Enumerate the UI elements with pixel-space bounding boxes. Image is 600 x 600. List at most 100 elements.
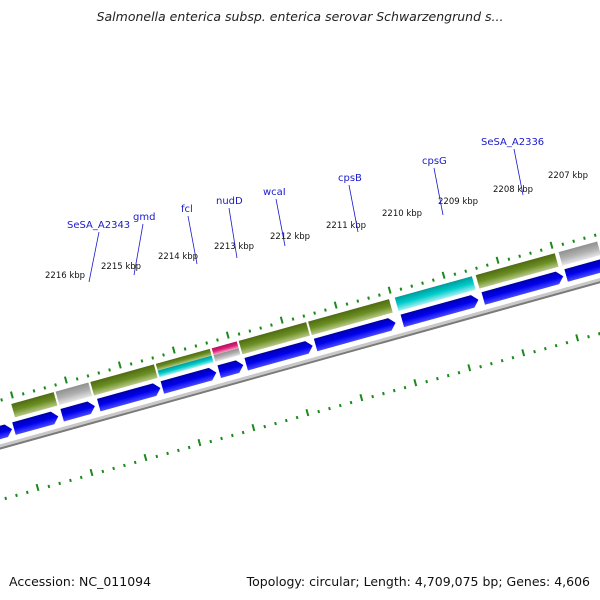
scale-tick-minor <box>446 373 450 378</box>
scale-tick-minor <box>4 496 8 501</box>
cds-arrow <box>160 367 217 394</box>
gene-leader-line <box>513 148 524 196</box>
scale-tick-minor <box>155 454 159 459</box>
cog-bar-gray <box>55 382 93 406</box>
genome-backbone <box>0 223 600 496</box>
scale-label: 2209 kbp <box>438 197 478 207</box>
scale-tick-major <box>63 376 68 384</box>
scale-tick-minor <box>317 409 321 414</box>
scale-tick-minor <box>237 332 241 336</box>
scale-label: 2208 kbp <box>493 185 533 195</box>
scale-tick-minor <box>539 248 543 252</box>
scale-tick-minor <box>43 386 47 390</box>
scale-tick-minor <box>216 338 219 342</box>
cds-arrow <box>400 295 479 328</box>
cds-arrow <box>12 411 59 435</box>
scale-tick-major <box>225 331 230 339</box>
scale-tick-minor <box>490 361 493 366</box>
scale-tick-minor <box>367 296 370 300</box>
scale-tick-minor <box>561 242 565 246</box>
scale-tick-minor <box>284 418 288 423</box>
scale-tick-minor <box>274 421 277 426</box>
cog-bar-magenta <box>211 341 239 356</box>
scale-tick-minor <box>270 323 273 327</box>
scale-tick-minor <box>425 379 428 384</box>
scale-tick-major <box>549 241 554 249</box>
scale-tick-minor <box>69 478 72 483</box>
scale-tick-minor <box>349 400 353 405</box>
genome-strip <box>0 223 600 501</box>
scale-tick-minor <box>345 302 349 306</box>
cds-arrow <box>97 383 161 412</box>
scale-tick-minor <box>97 371 101 375</box>
scale-tick-major <box>441 271 446 279</box>
scale-tick-minor <box>248 329 252 333</box>
cog-bar-olive <box>11 392 58 418</box>
scale-tick-major <box>251 423 256 432</box>
scale-tick-minor <box>457 370 461 375</box>
scale-tick-major <box>89 468 94 477</box>
scale-tick-minor <box>291 317 295 321</box>
scale-labels: 2216 kbp 2215 kbp 2214 kbp 2213 kbp 2212… <box>45 171 588 281</box>
cds-track <box>0 251 600 449</box>
scale-tick-minor <box>583 236 586 240</box>
scale-tick-minor <box>518 254 522 258</box>
scale-tick-minor <box>187 445 191 450</box>
inner-scale-ticks <box>4 332 600 501</box>
scale-tick-minor <box>500 358 504 363</box>
scale-tick-minor <box>328 406 331 411</box>
scale-tick-minor <box>123 463 126 468</box>
cog-bar-gray <box>558 241 600 266</box>
gene-leader-line <box>88 231 100 283</box>
scale-tick-major <box>117 361 122 369</box>
scale-tick-minor <box>230 433 234 438</box>
scale-tick-major <box>467 364 472 372</box>
scale-tick-minor <box>79 475 83 480</box>
gene-label-gmd: gmd <box>133 212 155 223</box>
scale-tick-minor <box>554 344 558 348</box>
gene-leader-line <box>275 198 286 247</box>
scale-tick-minor <box>587 335 590 339</box>
scale-tick-minor <box>511 355 515 360</box>
genome-info-text: Topology: circular; Length: 4,709,075 bp… <box>246 574 590 589</box>
scale-tick-minor <box>241 430 245 435</box>
scale-tick-minor <box>356 299 360 303</box>
scale-label: 2212 kbp <box>270 232 310 242</box>
scale-tick-minor <box>140 359 144 363</box>
scale-tick-minor <box>47 484 51 489</box>
map-title: Salmonella enterica subsp. enterica sero… <box>96 9 504 24</box>
scale-tick-minor <box>205 341 209 345</box>
cds-arrow <box>217 360 244 378</box>
scale-tick-minor <box>431 278 435 282</box>
scale-tick-major <box>359 394 364 402</box>
scale-tick-major <box>495 256 500 264</box>
scale-tick-minor <box>194 344 198 348</box>
scale-tick-minor <box>166 451 169 456</box>
gene-label-cpsb: cpsB <box>338 173 362 184</box>
cog-bar-olive <box>155 348 212 371</box>
scale-tick-major <box>387 286 392 294</box>
gene-label-fcl: fcl <box>181 204 193 215</box>
scale-tick-minor <box>392 388 396 393</box>
scale-tick-major <box>197 438 202 447</box>
scale-tick-major <box>279 316 284 324</box>
scale-tick-minor <box>0 398 4 402</box>
scale-tick-minor <box>259 326 263 330</box>
gene-label-sesa-a2343: SeSA_A2343 <box>67 220 130 231</box>
scale-tick-minor <box>529 251 532 255</box>
gene-labels: SeSA_A2343 gmd fcl nudD wcaI cpsB cpsG S… <box>67 137 544 283</box>
scale-tick-minor <box>572 239 576 243</box>
scale-tick-minor <box>565 341 569 345</box>
outer-scale-ticks <box>0 233 597 402</box>
scale-tick-minor <box>403 385 407 390</box>
scale-label: 2215 kbp <box>101 262 141 272</box>
scale-tick-minor <box>313 311 316 315</box>
cds-arrow <box>0 424 13 449</box>
scale-label: 2214 kbp <box>158 252 198 262</box>
scale-tick-minor <box>436 376 439 381</box>
scale-tick-minor <box>479 364 482 369</box>
scale-tick-minor <box>177 448 180 453</box>
gene-leader-line <box>133 223 144 276</box>
